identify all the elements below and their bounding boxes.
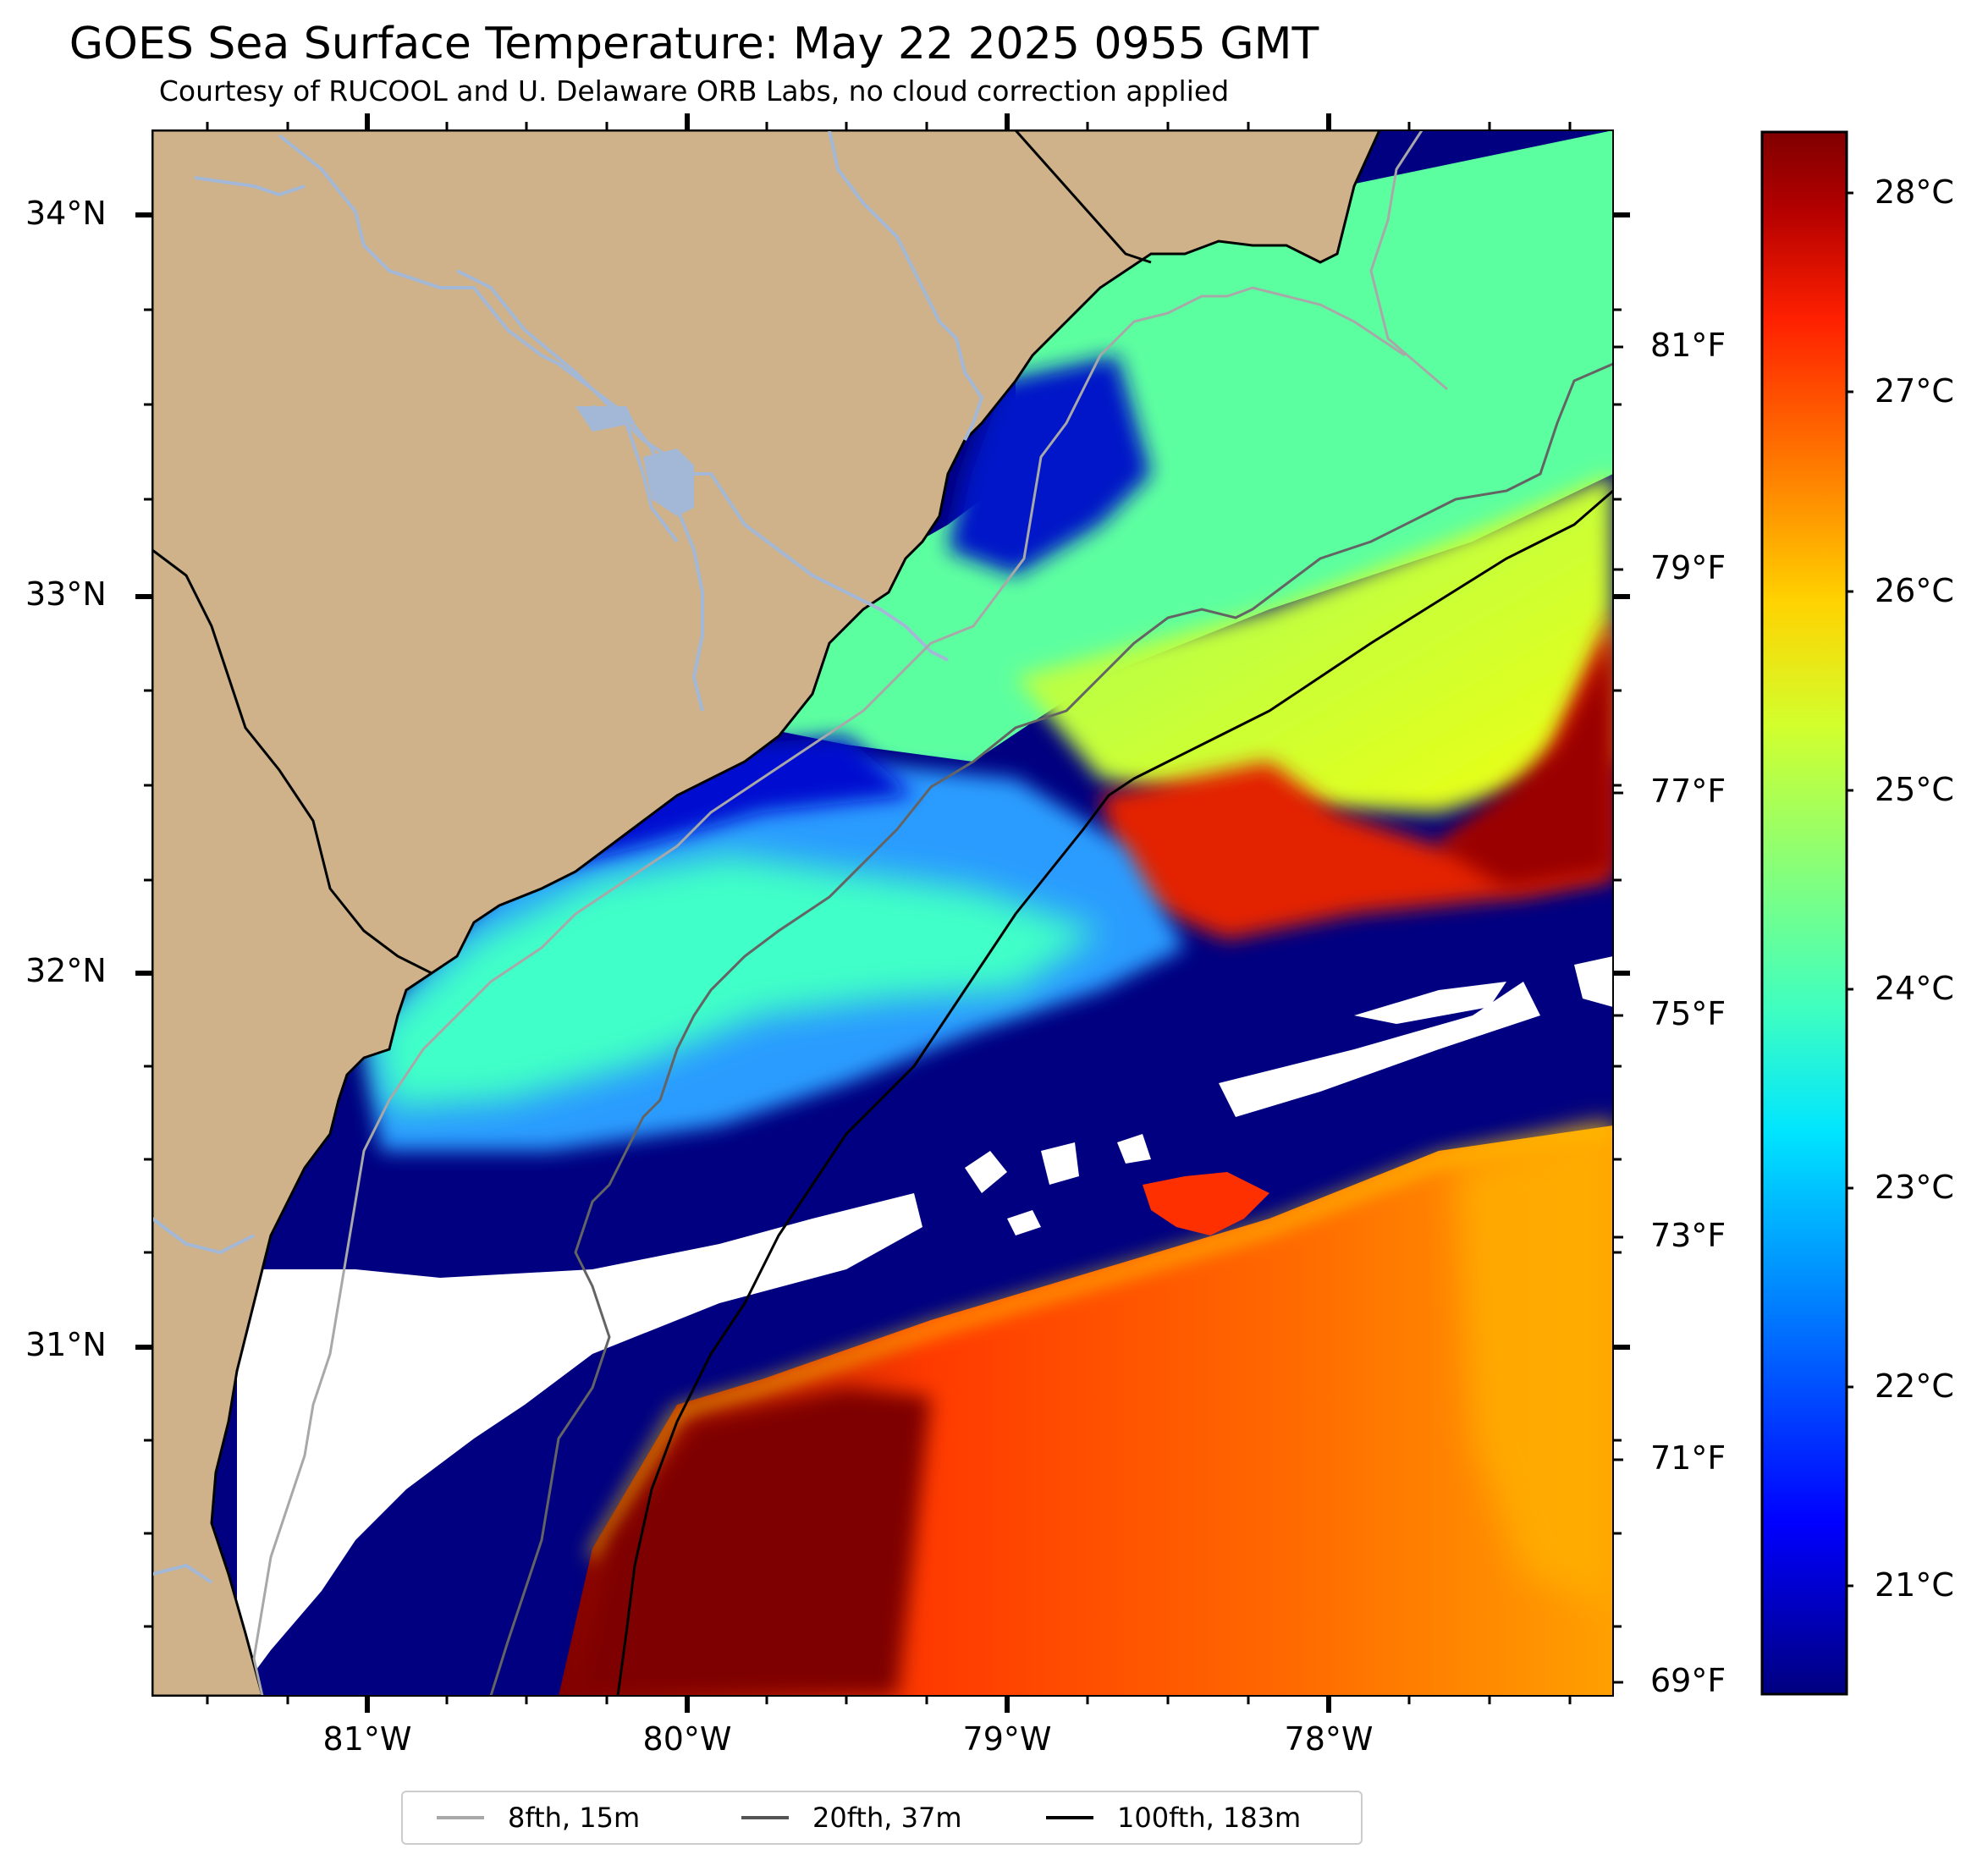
- cb-label-25: 25°C: [1875, 771, 1954, 808]
- cb-label-28: 28°C: [1875, 173, 1954, 211]
- legend-item-100fth: 100fth, 183m: [1046, 1792, 1301, 1843]
- cb-label-24: 24°C: [1875, 970, 1954, 1007]
- cb-label-21: 21°C: [1875, 1566, 1954, 1604]
- warm-eddy: [1143, 1172, 1269, 1235]
- isobath-100fth: [616, 489, 1613, 1696]
- gulf-stream-edge: [588, 1125, 1613, 1560]
- colorbar: [1760, 130, 1853, 1696]
- legend-line-20fth: [741, 1816, 789, 1819]
- tick-marks: [135, 113, 1630, 1713]
- legend-item-20fth: 20fth, 37m: [741, 1792, 961, 1843]
- legend-line-100fth: [1046, 1816, 1093, 1819]
- lat-label-34: 34°N: [25, 195, 107, 232]
- fahr-label-69: 69°F: [1650, 1662, 1726, 1699]
- river-lake: [575, 406, 694, 516]
- sst-map: [135, 113, 1630, 1713]
- fahr-label-77: 77°F: [1650, 773, 1726, 810]
- map-title: GOES Sea Surface Temperature: May 22 202…: [69, 19, 1319, 69]
- fahr-label-71: 71°F: [1650, 1439, 1726, 1477]
- legend-line-8fth: [437, 1816, 484, 1819]
- colorbar-gradient: [1760, 130, 1848, 1696]
- cb-label-22: 22°C: [1875, 1367, 1954, 1405]
- nearshore-cyan-water: [372, 855, 1100, 1109]
- gulf-stream-core-south: [575, 1388, 931, 1696]
- legend-item-8fth: 8fth, 15m: [437, 1792, 640, 1843]
- legend-label-100fth: 100fth, 183m: [1117, 1802, 1302, 1834]
- fahr-label-75: 75°F: [1650, 995, 1726, 1032]
- lon-label-78: 78°W: [1284, 1720, 1374, 1758]
- land: [152, 130, 1381, 1696]
- state-border: [152, 130, 1152, 975]
- lon-label-79: 79°W: [962, 1720, 1052, 1758]
- legend-label-8fth: 8fth, 15m: [508, 1802, 641, 1834]
- isobath-legend: 8fth, 15m 20fth, 37m 100fth, 183m: [401, 1791, 1363, 1845]
- lat-label-31: 31°N: [25, 1326, 107, 1363]
- cb-label-27: 27°C: [1875, 372, 1954, 410]
- fahr-label-81: 81°F: [1650, 327, 1726, 364]
- map-subtitle: Courtesy of RUCOOL and U. Delaware ORB L…: [158, 74, 1230, 107]
- lat-label-32: 32°N: [25, 952, 107, 989]
- coastal-cold-pocket: [948, 355, 1151, 575]
- fahr-label-73: 73°F: [1650, 1217, 1726, 1254]
- gulf-stream-east-warm: [1456, 1125, 1613, 1608]
- fahr-label-79: 79°F: [1650, 549, 1726, 586]
- isobath-20fth: [489, 362, 1613, 1696]
- lon-label-80: 80°W: [642, 1720, 732, 1758]
- isobath-8fth: [252, 130, 1448, 1696]
- gulf-stream-core-north: [1439, 635, 1613, 889]
- shelf-water-yellow: [1016, 474, 1613, 812]
- sst-field: [152, 130, 1613, 1696]
- lat-label-33: 33°N: [25, 575, 107, 613]
- cb-label-26: 26°C: [1875, 572, 1954, 609]
- map-frame: [151, 129, 1614, 1697]
- cb-label-23: 23°C: [1875, 1169, 1954, 1206]
- lon-label-81: 81°W: [322, 1720, 412, 1758]
- legend-label-20fth: 20fth, 37m: [812, 1802, 962, 1834]
